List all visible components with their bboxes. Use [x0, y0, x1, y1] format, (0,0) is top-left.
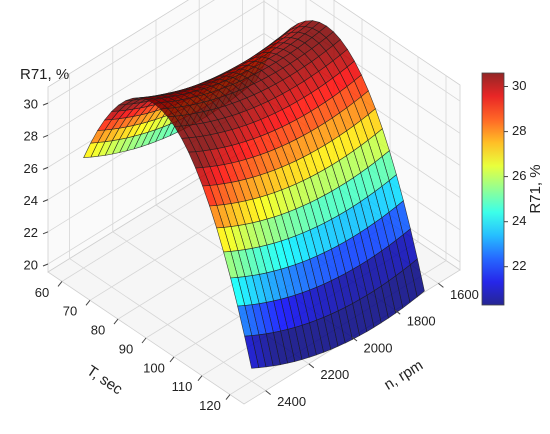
x-axis-label: T, sec	[84, 362, 126, 398]
y-tick-label: 1800	[407, 314, 436, 329]
y-tick-label: 2400	[277, 394, 306, 409]
x-tick-mark	[197, 375, 203, 382]
colorbar-tick-label: 28	[512, 123, 526, 138]
x-tick-mark	[169, 356, 175, 363]
colorbar-label: R71, %	[527, 164, 544, 213]
x-tick-label: 80	[91, 323, 105, 338]
y-tick-mark	[351, 336, 358, 342]
z-tick-mark	[42, 102, 49, 106]
colorbar-tick-label: 26	[512, 168, 526, 183]
colorbar-gradient	[481, 72, 505, 306]
x-tick-mark	[57, 281, 63, 287]
y-tick-label: 2200	[320, 367, 349, 382]
y-tick-label: 1600	[450, 287, 479, 302]
x-tick-mark	[225, 394, 231, 400]
x-tick-mark	[141, 337, 147, 344]
y-axis-label: n, rpm	[381, 357, 426, 394]
y-tick-label: 2000	[364, 340, 393, 355]
z-tick-label: 28	[24, 129, 38, 144]
y-tick-mark	[394, 309, 401, 315]
colorbar: 22 24 26 28 30 R71, %	[481, 72, 544, 306]
colorbar-tick-label: 24	[512, 213, 526, 228]
z-tick-label: 30	[24, 97, 38, 112]
z-tick-mark	[42, 134, 49, 138]
surface-patch	[244, 335, 260, 369]
x-tick-label: 120	[199, 398, 221, 413]
colorbar-ticks: 22 24 26 28 30	[504, 78, 526, 273]
x-tick-mark	[113, 318, 119, 325]
axis-ticks: 20 22 24 26 28 30 60 70 80 90 100 110 120 1600 1800 200…	[24, 97, 479, 414]
z-tick-label: 24	[24, 193, 38, 208]
grid-y-floor	[69, 258, 266, 391]
y-tick-mark	[265, 390, 271, 395]
z-tick-label: 20	[24, 257, 38, 272]
z-tick-mark	[42, 231, 49, 235]
y-tick-mark	[308, 363, 315, 369]
x-tick-label: 60	[35, 285, 49, 300]
z-tick-mark	[42, 166, 49, 170]
colorbar-tick-label: 22	[512, 258, 526, 273]
x-tick-label: 100	[143, 360, 165, 375]
x-tick-label: 70	[63, 304, 77, 319]
colorbar-tick-label: 30	[512, 78, 526, 93]
y-tick-mark	[438, 283, 444, 288]
z-tick-label: 26	[24, 161, 38, 176]
z-axis-label: R71, %	[20, 66, 69, 83]
surface-mesh	[83, 20, 425, 369]
x-tick-label: 110	[172, 379, 193, 394]
z-tick-mark	[42, 199, 49, 203]
z-tick-mark	[42, 263, 49, 267]
x-tick-label: 90	[119, 341, 133, 356]
x-tick-mark	[85, 299, 91, 306]
z-tick-label: 22	[24, 225, 38, 240]
